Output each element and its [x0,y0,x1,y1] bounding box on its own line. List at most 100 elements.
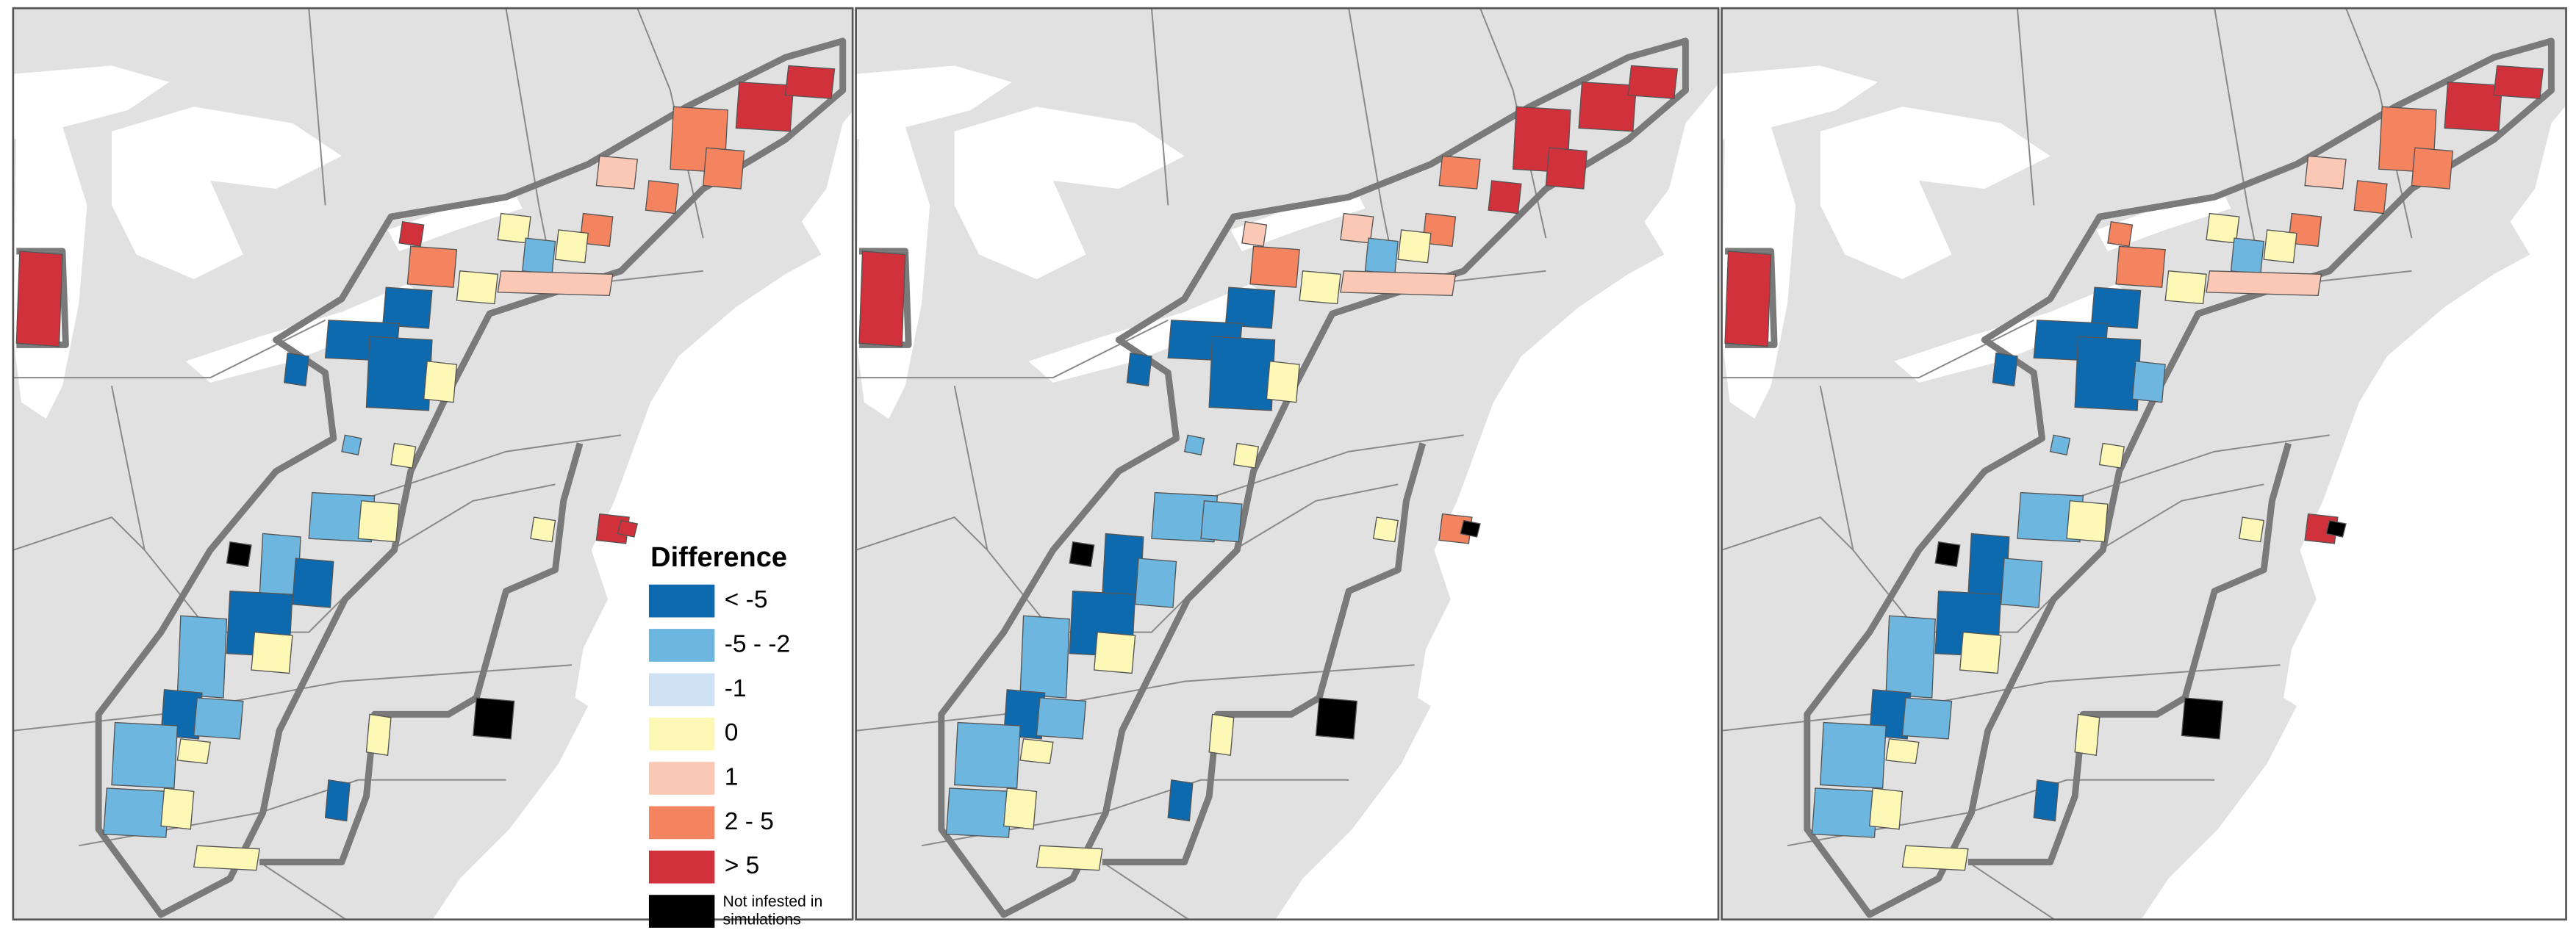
county-region [2115,245,2166,288]
county-region [554,229,589,264]
county-region [398,221,425,248]
county-region [226,541,252,567]
county-region [2090,286,2142,329]
legend-label: 0 [724,719,739,748]
county-region [2066,500,2109,543]
county-region [15,250,63,347]
county-region [1019,615,1070,699]
county-region [390,442,417,469]
legend-swatch [648,672,715,706]
legend-item: 2 - 5 [648,800,854,844]
county-region [1036,697,1087,740]
county-region [365,713,392,757]
county-region [1901,697,1953,740]
county-region [945,787,1013,838]
county-region [1992,352,2018,387]
legend-label: 1 [724,763,739,792]
county-region [522,237,556,275]
county-region [2017,491,2084,543]
county-region [1315,697,1358,740]
legend-label: -1 [724,674,747,703]
county-region [2000,558,2043,608]
county-region [2098,442,2125,469]
county-region [103,787,170,838]
county-region [1134,558,1177,608]
county-region [423,361,458,403]
county-region [1885,615,1936,699]
legend-item: -5 - -2 [648,622,854,666]
county-region [1545,147,1588,190]
legend-swatch [648,894,715,927]
legend-label: Not infested in simulations [722,892,823,929]
county-region [1460,519,1481,538]
map-panel [856,8,1727,928]
county-region [530,516,556,543]
county-region [2131,361,2166,403]
county-region [1397,229,1432,264]
county-region [1019,738,1054,765]
county-region [193,697,244,740]
county-region [2493,65,2544,99]
legend-label: < -5 [724,586,768,615]
legend-swatch [648,583,715,617]
legend-swatch [648,761,715,794]
county-region [1364,237,1399,275]
legend-item: < -5 [648,578,854,622]
county-region [2230,237,2264,275]
county-region [1299,270,1341,305]
legend-item: 1 [648,755,854,799]
county-region [1241,221,1268,248]
county-region [1069,541,1095,567]
county-region [2074,336,2142,411]
county-region [1438,155,1481,190]
legend-swatch [648,628,715,661]
county-region [176,738,211,765]
legend-swatch [648,849,715,883]
legend-title: Difference [650,541,788,574]
county-region [645,180,679,214]
legend-item: 0 [648,711,854,755]
county-region [1208,336,1276,411]
county-region [308,491,376,543]
county-region [1811,787,1879,838]
county-region [1151,491,1219,543]
county-region [1724,250,1772,347]
county-region [2325,519,2347,538]
county-region [193,845,260,871]
county-region [160,787,195,830]
legend-swatch [648,805,715,839]
county-region [2164,270,2207,305]
county-region [1340,270,1457,297]
county-region [251,631,293,674]
county-region [2263,229,2297,264]
legend-item: > 5 [648,844,854,888]
legend-item: -1 [648,667,854,711]
map-panel [1722,8,2576,928]
county-region [858,250,906,347]
county-region [1627,65,1678,99]
county-region [2353,180,2388,214]
legend-label: -5 - -2 [724,630,791,659]
county-region [1183,434,1205,455]
county-region [2033,779,2059,822]
county-region [1249,245,1300,288]
county-region [456,270,499,305]
county-region [357,500,400,543]
county-region [702,147,745,190]
legend-swatch [648,716,715,750]
county-region [2238,516,2265,543]
county-region [292,558,334,608]
county-region [1885,738,1920,765]
county-region [1901,845,1969,871]
county-region [1093,631,1136,674]
county-region [1233,442,1260,469]
map-panel [13,8,884,928]
county-region [1036,845,1103,871]
county-region [473,697,515,740]
legend-item: Not infested in simulations [648,888,854,932]
county-region [497,270,614,297]
county-region [1959,631,2002,674]
